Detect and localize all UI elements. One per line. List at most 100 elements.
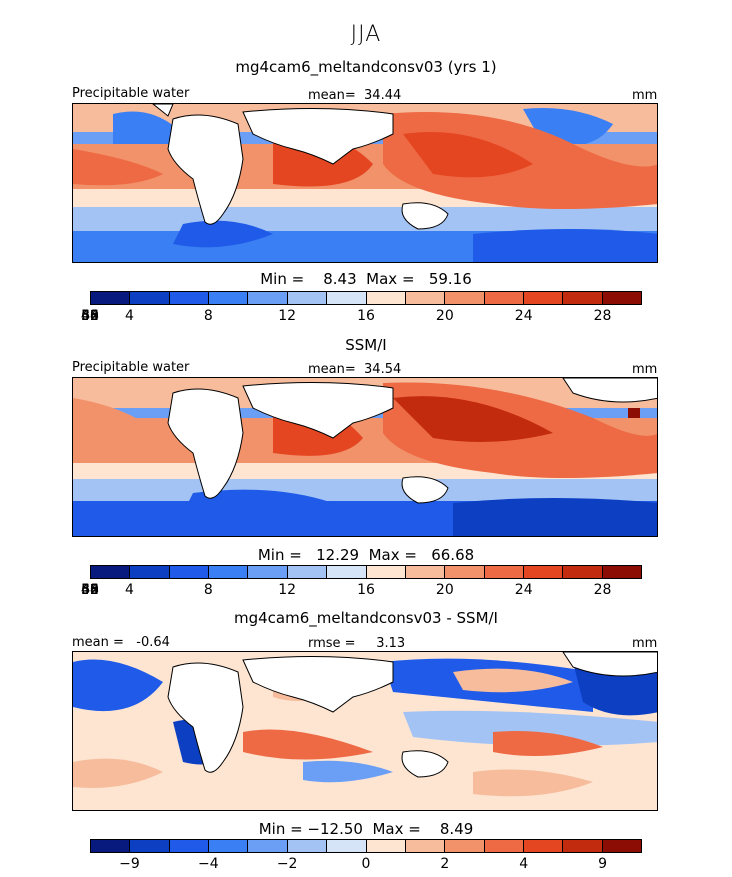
colorbar-tick-label: 4 [519, 856, 529, 872]
panel-2-title: SSM/I [345, 336, 387, 354]
colorbar-swatch [287, 566, 328, 578]
colorbar-tick-label: 36 [81, 308, 99, 324]
colorbar-swatch [563, 292, 603, 304]
panel-1-title: mg4cam6_meltandconsv03 (yrs 1) [235, 58, 497, 76]
panel-3-colorbar [90, 839, 642, 853]
panel-3-map [72, 651, 658, 811]
colorbar-swatch [445, 840, 485, 852]
panel-1-minmax: Min = 8.43 Max = 59.16 [260, 270, 472, 288]
colorbar-swatch [602, 292, 642, 304]
panel-2-units-label: mm [632, 362, 658, 377]
colorbar-swatch [209, 840, 249, 852]
colorbar-tick-label: 56 [81, 582, 99, 598]
panel-1-units-label: mm [632, 88, 658, 103]
colorbar-tick-label: 0 [361, 856, 371, 872]
colorbar-swatch [602, 566, 642, 578]
colorbar-tick-label: 36 [81, 582, 99, 598]
colorbar-swatch [563, 840, 603, 852]
colorbar-swatch [484, 566, 524, 578]
colorbar-tick-label: 44 [81, 308, 99, 324]
panel-2-mean-label: mean= 34.54 [308, 362, 402, 377]
colorbar-tick-label: 12 [278, 308, 297, 324]
colorbar-swatch [405, 292, 446, 304]
colorbar-swatch [327, 292, 367, 304]
colorbar-tick-label: −4 [197, 856, 219, 872]
panel-2-colorbar [90, 565, 642, 579]
colorbar-swatch [248, 566, 288, 578]
colorbar-swatch [484, 840, 524, 852]
colorbar-swatch [523, 292, 564, 304]
colorbar-swatch [169, 840, 210, 852]
colorbar-swatch [91, 292, 131, 304]
colorbar-tick-label: −9 [119, 856, 140, 872]
colorbar-swatch [169, 292, 210, 304]
colorbar-swatch [91, 840, 131, 852]
colorbar-swatch [445, 292, 485, 304]
colorbar-swatch [209, 566, 249, 578]
panel-3-title: mg4cam6_meltandconsv03 - SSM/I [233, 609, 498, 627]
colorbar-swatch [248, 292, 288, 304]
colorbar-swatch [287, 292, 328, 304]
colorbar-swatch [366, 566, 406, 578]
colorbar-swatch [523, 840, 564, 852]
colorbar-tick-label: 32 [81, 308, 99, 324]
colorbar-swatch [602, 840, 642, 852]
colorbar-swatch [169, 566, 210, 578]
colorbar-tick-label: 52 [81, 308, 99, 324]
colorbar-swatch [130, 840, 170, 852]
panel-3-minmax: Min = −12.50 Max = 8.49 [258, 820, 474, 838]
panel-2-minmax: Min = 12.29 Max = 66.68 [257, 546, 475, 564]
colorbar-swatch [327, 840, 367, 852]
colorbar-swatch [405, 840, 446, 852]
panel-2-map [72, 377, 658, 537]
colorbar-swatch [366, 840, 406, 852]
colorbar-tick-label: 40 [81, 308, 99, 324]
colorbar-swatch [484, 292, 524, 304]
colorbar-swatch [327, 566, 367, 578]
colorbar-tick-label: 24 [514, 308, 533, 324]
colorbar-tick-label: 48 [81, 582, 99, 598]
colorbar-tick-label: 8 [203, 582, 213, 598]
colorbar-swatch [130, 292, 170, 304]
colorbar-swatch [209, 292, 249, 304]
colorbar-tick-label: 9 [598, 856, 608, 872]
colorbar-tick-label: 4 [124, 308, 134, 324]
colorbar-tick-label: −2 [276, 856, 298, 872]
colorbar-tick-label: 28 [593, 582, 612, 598]
colorbar-swatch [405, 566, 446, 578]
colorbar-tick-label: 2 [440, 856, 450, 872]
colorbar-tick-label: 20 [435, 308, 454, 324]
colorbar-tick-label: 20 [435, 582, 454, 598]
panel-3-colorbar-ticks: −9 −4 −2 0 2 4 9 [90, 856, 642, 874]
panel-1-variable-label: Precipitable water [72, 86, 190, 101]
colorbar-tick-label: 8 [203, 308, 213, 324]
panel-3-units-label: mm [632, 636, 658, 651]
colorbar-tick-label: 60 [81, 582, 99, 598]
colorbar-tick-label: 44 [81, 582, 99, 598]
colorbar-tick-label: 52 [81, 582, 99, 598]
colorbar-tick-label: 4 [124, 582, 134, 598]
colorbar-tick-label: 16 [357, 308, 375, 324]
season-title: JJA [350, 22, 382, 47]
colorbar-tick-label: 60 [81, 308, 99, 324]
colorbar-tick-label: 16 [357, 582, 375, 598]
colorbar-swatch [563, 566, 603, 578]
panel-2-variable-label: Precipitable water [72, 360, 190, 375]
colorbar-swatch [91, 566, 131, 578]
colorbar-tick-label: 24 [514, 582, 533, 598]
panel-3-mean-label: mean = -0.64 [72, 635, 170, 650]
colorbar-tick-label: 12 [278, 582, 297, 598]
colorbar-swatch [248, 840, 288, 852]
colorbar-tick-label: 56 [81, 308, 99, 324]
panel-3-rmse-label: rmse = 3.13 [308, 636, 406, 651]
colorbar-tick-label: 48 [81, 308, 99, 324]
colorbar-tick-label: 40 [81, 582, 99, 598]
panel-1-map [72, 103, 658, 263]
panel-2-colorbar-ticks: 4 8 12 16 20 24 28 32 36 40 44 48 52 56 60 [81, 582, 642, 600]
colorbar-swatch [445, 566, 485, 578]
colorbar-tick-label: 28 [593, 308, 612, 324]
colorbar-swatch [523, 566, 564, 578]
panel-1-mean-label: mean= 34.44 [308, 88, 402, 103]
colorbar-tick-label: 32 [81, 582, 99, 598]
panel-1-colorbar [90, 291, 642, 305]
